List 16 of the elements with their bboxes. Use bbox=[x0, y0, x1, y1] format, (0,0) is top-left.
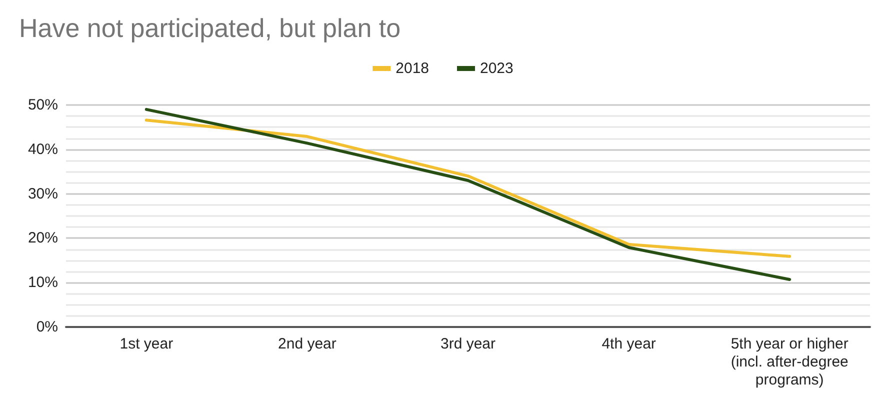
x-tick-label: 2nd year bbox=[278, 336, 336, 352]
legend-label: 2018 bbox=[396, 60, 430, 77]
legend-label: 2023 bbox=[480, 60, 514, 77]
y-tick-label: 20% bbox=[28, 230, 58, 247]
y-tick-label: 10% bbox=[28, 274, 58, 292]
line-series bbox=[144, 108, 792, 281]
y-tick-label: 40% bbox=[28, 140, 58, 158]
x-tick-label: 5th year or higher (incl. after-degree programs) bbox=[730, 336, 848, 388]
y-tick-label: 30% bbox=[28, 185, 58, 202]
line-series bbox=[144, 118, 792, 258]
y-tick-label: 50% bbox=[28, 96, 58, 114]
chart-title: Have not participated, but plan to bbox=[19, 13, 401, 43]
x-tick-label: 3rd year bbox=[440, 336, 496, 352]
x-tick-label: 1st year bbox=[120, 336, 174, 352]
x-tick-label: 4th year bbox=[602, 336, 656, 352]
y-tick-label: 0% bbox=[36, 318, 58, 336]
